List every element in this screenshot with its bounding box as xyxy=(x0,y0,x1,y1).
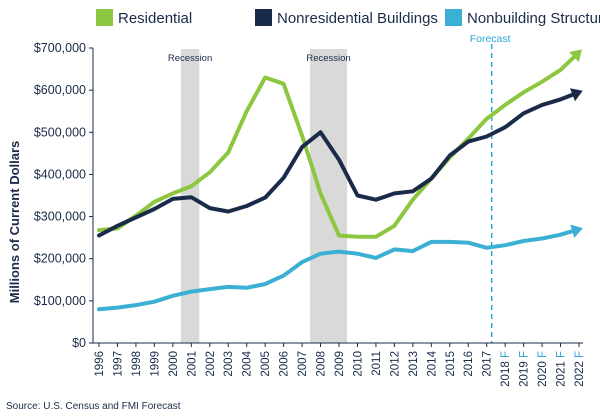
x-tick-label: 2021 F xyxy=(556,351,568,387)
y-tick-label: $300,000 xyxy=(34,210,86,224)
x-tick-label: 1997 xyxy=(112,351,124,377)
y-tick-label: $600,000 xyxy=(34,83,86,97)
x-tick-label: 2019 F xyxy=(519,351,531,387)
recession-label-2: Recession xyxy=(306,53,350,64)
x-tick-label: 1999 xyxy=(149,351,161,377)
x-tick-label: 2016 xyxy=(463,351,475,377)
x-tick-label: 2010 xyxy=(352,351,364,377)
x-tick-label: 2003 xyxy=(223,351,235,377)
y-tick-label: $100,000 xyxy=(34,294,86,308)
legend-label-nonbuilding-structures: Nonbuilding Structures xyxy=(467,10,600,27)
series-lines xyxy=(97,49,583,312)
legend-label-residential: Residential xyxy=(118,10,192,27)
x-tick-label: 2017 xyxy=(482,351,494,377)
legend-swatch-nonbuilding-structures xyxy=(445,9,462,26)
x-tick-label: 2018 F xyxy=(500,351,512,387)
x-tick-label: 2000 xyxy=(168,351,180,377)
y-axis-label: Millions of Current Dollars xyxy=(7,141,22,304)
x-tick-label: 1996 xyxy=(94,351,106,377)
axes: $0 $100,000 $200,000 $300,000 $400,000 $500,0… xyxy=(34,41,586,387)
y-tick-label: $500,000 xyxy=(34,125,86,139)
x-tick-label: 2011 xyxy=(371,351,383,376)
x-tick-label: 2005 xyxy=(260,351,272,377)
x-tick-label: 2013 xyxy=(408,351,420,377)
x-tick-label: 2001 xyxy=(186,351,198,377)
x-tick-label: 2012 xyxy=(389,351,401,377)
recession-band-2 xyxy=(310,49,347,343)
recession-label-1: Recession xyxy=(168,53,212,64)
x-tick-label: 2006 xyxy=(279,351,291,377)
x-tick-label: 2008 xyxy=(316,351,328,377)
x-tick-label: 1998 xyxy=(131,351,143,377)
legend-label-nonresidential-buildings: Nonresidential Buildings xyxy=(277,10,438,27)
y-tick-label: $0 xyxy=(72,336,86,350)
x-tick-label: 2020 F xyxy=(537,351,549,387)
series-line-nonresidential-buildings xyxy=(97,90,581,238)
series-line-residential xyxy=(97,50,581,239)
series-arrow-nonbuilding-structures xyxy=(570,224,583,238)
legend: Residential Nonresidential Buildings Nonbu… xyxy=(96,9,600,27)
y-tick-label: $400,000 xyxy=(34,167,86,181)
forecast-label: Forecast xyxy=(470,33,511,45)
y-tick-label: $200,000 xyxy=(34,252,86,266)
x-tick-label: 2022 F xyxy=(574,351,586,387)
x-tick-label: 2002 xyxy=(205,351,217,377)
x-tick-label: 2009 xyxy=(334,351,346,377)
forecast-marker: Forecast xyxy=(470,33,511,343)
x-tick-label: 2015 xyxy=(445,351,457,377)
recession-bands: Recession Recession xyxy=(168,49,351,343)
source-note: Source: U.S. Census and FMI Forecast xyxy=(6,401,181,412)
x-tick-label: 2014 xyxy=(426,350,438,376)
x-tick-label: 2007 xyxy=(297,351,309,377)
x-tick-label: 2004 xyxy=(242,350,254,376)
series-arrow-residential xyxy=(569,49,582,63)
series-arrow-nonresidential-buildings xyxy=(569,88,583,102)
series-line-nonbuilding-structures xyxy=(97,227,581,312)
legend-swatch-residential xyxy=(96,9,113,26)
y-tick-label: $700,000 xyxy=(34,41,86,55)
legend-swatch-nonresidential-buildings xyxy=(255,9,272,26)
